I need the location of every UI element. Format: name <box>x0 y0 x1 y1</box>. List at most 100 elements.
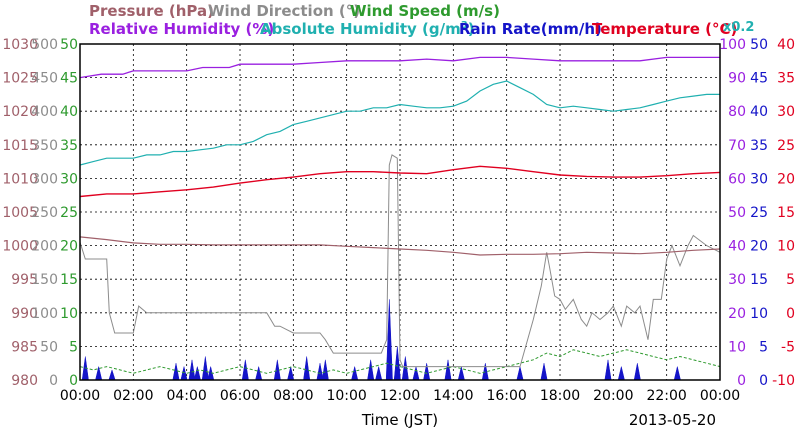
temperature-tick-label: 10 <box>777 239 795 255</box>
rain-rate-spike <box>673 366 681 381</box>
x-tick-label: 00:00 <box>700 388 740 404</box>
wind-direction-tick-label: 50 <box>40 339 58 355</box>
wind-direction-tick-label: 150 <box>31 272 58 288</box>
rain-rate-spike <box>516 366 524 381</box>
x-tick-label: 12:00 <box>380 388 420 404</box>
humidity-tick-label: 40 <box>728 239 746 255</box>
wind-speed-tick-label: 45 <box>60 71 78 87</box>
x-tick-label: 10:00 <box>326 388 366 404</box>
legend-wind-direction: Wind Direction (°) <box>208 2 360 20</box>
x-axis-label: Time (JST) <box>361 411 438 429</box>
temperature-tick-label: 5 <box>786 272 795 288</box>
humidity-tick-label: 70 <box>728 138 746 154</box>
rain-rate-tick-label: 15 <box>750 272 768 288</box>
plot-frame <box>79 43 721 381</box>
temperature-tick-label: 15 <box>777 205 795 221</box>
x-tick-label: 20:00 <box>593 388 633 404</box>
legend: Pressure (hPa) Wind Direction (°) Wind S… <box>89 2 754 38</box>
temperature-tick-label: 20 <box>777 171 795 187</box>
wind-speed-tick-label: 5 <box>69 339 78 355</box>
legend-pressure: Pressure (hPa) <box>89 2 214 20</box>
pressure-tick-label: 990 <box>11 306 38 322</box>
humidity-tick-label: 90 <box>728 71 746 87</box>
rain-rate-tick-label: 0 <box>759 373 768 389</box>
humidity-tick-label: 30 <box>728 272 746 288</box>
wind-speed-tick-label: 25 <box>60 205 78 221</box>
rain-rate-tick-label: 20 <box>750 239 768 255</box>
rain-rate-tick-label: 5 <box>759 339 768 355</box>
wind-speed-line <box>79 349 721 374</box>
pressure-tick-label: 1025 <box>2 71 38 87</box>
humidity-tick-label: 80 <box>728 104 746 120</box>
humidity-tick-label: 50 <box>728 205 746 221</box>
y-axes: 1030102510201015101010051000995990985980… <box>2 37 795 389</box>
x-tick-label: 08:00 <box>273 388 313 404</box>
temperature-tick-label: -10 <box>772 373 795 389</box>
humidity-tick-label: 20 <box>728 306 746 322</box>
absolute-humidity-line <box>79 80 720 166</box>
rain-rate-spike <box>321 359 329 381</box>
temperature-line <box>79 165 721 198</box>
rain-rate-spike <box>375 366 383 381</box>
rain-rate-tick-label: 25 <box>750 205 768 221</box>
rain-rate-spike <box>95 366 103 381</box>
x-axis: 00:00 02:00 04:00 06:00 08:00 10:00 12:00 14:00… <box>60 388 740 404</box>
rain-rate-spike <box>367 359 375 381</box>
wind-direction-tick-label: 250 <box>31 205 58 221</box>
rain-rate-spike <box>108 369 116 381</box>
x-tick-label: 00:00 <box>60 388 100 404</box>
wind-direction-tick-label: 450 <box>31 71 58 87</box>
rain-rate-spike <box>188 359 196 381</box>
rain-rate-spike <box>303 356 311 381</box>
pressure-line <box>79 236 721 256</box>
temperature-tick-label: 0 <box>786 306 795 322</box>
rain-rate-spike <box>444 359 452 381</box>
temperature-tick-label: 25 <box>777 138 795 154</box>
rain-rate-spike <box>617 366 625 381</box>
x-tick-label: 22:00 <box>646 388 686 404</box>
wind-direction-tick-label: 400 <box>31 104 58 120</box>
rain-rate-tick-label: 40 <box>750 104 768 120</box>
rain-rate-spike <box>316 363 324 381</box>
x-tick-label: 16:00 <box>486 388 526 404</box>
legend-temperature: Temperature (°C) <box>592 20 737 38</box>
legend-wind-speed: Wind Speed (m/s) <box>350 2 500 20</box>
rain-rate-spike <box>180 366 188 381</box>
pressure-tick-label: 1010 <box>2 171 38 187</box>
legend-absolute-humidity-tail: ) <box>468 20 475 38</box>
wind-direction-line <box>79 154 721 368</box>
wind-speed-tick-label: 20 <box>60 239 78 255</box>
date-label: 2013-05-20 <box>629 411 716 429</box>
pressure-tick-label: 985 <box>11 339 38 355</box>
wind-direction-tick-label: 0 <box>49 373 58 389</box>
rain-rate-spike <box>201 356 209 381</box>
rain-rate-spike <box>457 366 465 381</box>
rain-rate-spike <box>287 366 295 381</box>
humidity-tick-label: 100 <box>719 37 746 53</box>
pressure-tick-label: 1000 <box>2 239 38 255</box>
wind-speed-tick-label: 10 <box>60 306 78 322</box>
wind-speed-tick-label: 50 <box>60 37 78 53</box>
relative-humidity-line <box>79 56 720 79</box>
pressure-tick-label: 1015 <box>2 138 38 154</box>
rain-rate-spike <box>241 359 249 381</box>
wind-direction-tick-label: 300 <box>31 171 58 187</box>
rain-rate-spike <box>633 363 641 381</box>
rain-rate-spike <box>604 359 612 381</box>
pressure-tick-label: 995 <box>11 272 38 288</box>
rain-rate-tick-label: 10 <box>750 306 768 322</box>
rain-rate-tick-label: 50 <box>750 37 768 53</box>
legend-absolute-humidity-text: Absolute Humidity (g/m <box>260 20 461 38</box>
x-tick-label: 06:00 <box>220 388 260 404</box>
wind-direction-tick-label: 100 <box>31 306 58 322</box>
x-tick-label: 14:00 <box>433 388 473 404</box>
humidity-tick-label: 60 <box>728 171 746 187</box>
humidity-tick-label: 0 <box>737 373 746 389</box>
rain-rate-spike <box>351 366 359 381</box>
legend-relative-humidity: Relative Humidity (%) <box>89 20 274 38</box>
series-layer <box>79 56 721 381</box>
legend-absolute-humidity: Absolute Humidity (g/m3) <box>260 20 475 38</box>
rain-rate-spike <box>193 366 201 381</box>
humidity-tick-label: 10 <box>728 339 746 355</box>
